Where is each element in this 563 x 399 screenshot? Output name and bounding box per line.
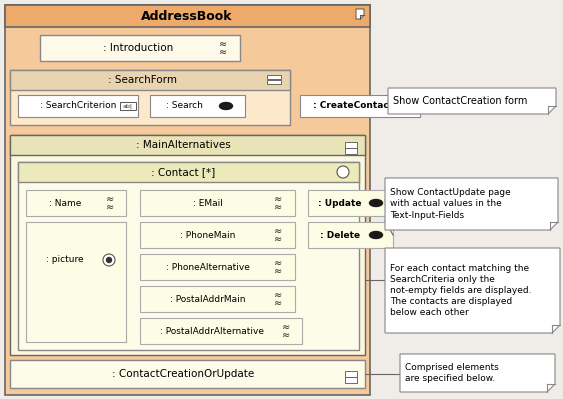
Bar [10, 135, 365, 355]
Text: : Update: : Update [318, 198, 362, 207]
Bar [345, 148, 357, 154]
Bar [308, 190, 393, 216]
Bar [18, 162, 359, 350]
Text: : PhoneAlternative: : PhoneAlternative [166, 263, 250, 271]
Text: ≈
≈: ≈ ≈ [282, 322, 290, 340]
Text: ≈
≈: ≈ ≈ [274, 290, 282, 308]
Circle shape [103, 254, 115, 266]
Text: : SearchCriterion: : SearchCriterion [40, 101, 116, 111]
Bar [140, 190, 295, 216]
Text: ≈
≈: ≈ ≈ [106, 194, 114, 212]
Text: : SearchForm: : SearchForm [109, 75, 177, 85]
Polygon shape [385, 178, 558, 230]
Bar [140, 318, 302, 344]
Bar [5, 5, 370, 27]
Bar [267, 80, 281, 84]
Ellipse shape [369, 200, 382, 207]
Text: : Name: : Name [49, 198, 81, 207]
Bar [18, 162, 359, 182]
Text: : Search: : Search [166, 101, 203, 111]
Text: : Introduction: : Introduction [103, 43, 173, 53]
Bar [140, 222, 295, 248]
Circle shape [106, 257, 111, 263]
Polygon shape [385, 248, 560, 333]
Bar [150, 95, 245, 117]
Bar [345, 371, 357, 377]
Bar [120, 102, 136, 110]
Bar [10, 70, 290, 125]
Text: : PostalAddrAlternative: : PostalAddrAlternative [160, 326, 264, 336]
Text: For each contact matching the
SearchCriteria only the
not-empty fields are displ: For each contact matching the SearchCrit… [390, 264, 531, 317]
Bar [267, 75, 281, 79]
Text: Show ContactUpdate page
with actual values in the
Text-Input-Fields: Show ContactUpdate page with actual valu… [390, 188, 511, 219]
Circle shape [337, 166, 349, 178]
Text: : EMail: : EMail [193, 198, 223, 207]
Bar [10, 70, 290, 90]
Polygon shape [400, 354, 555, 392]
Bar [140, 286, 295, 312]
Text: ab|: ab| [123, 103, 133, 109]
Bar [300, 95, 420, 117]
Text: Comprised elements
are specified below.: Comprised elements are specified below. [405, 363, 499, 383]
Text: ≈
≈: ≈ ≈ [274, 258, 282, 277]
Ellipse shape [397, 103, 410, 109]
Text: : Delete: : Delete [320, 231, 360, 239]
Bar [10, 135, 365, 155]
Bar [140, 254, 295, 280]
Text: ≈
≈: ≈ ≈ [274, 225, 282, 245]
Bar [18, 95, 138, 117]
Bar [345, 142, 357, 148]
Text: : MainAlternatives: : MainAlternatives [136, 140, 230, 150]
Ellipse shape [369, 231, 382, 239]
Bar [26, 222, 126, 342]
Bar [40, 35, 240, 61]
Text: ≈
≈: ≈ ≈ [274, 194, 282, 212]
Polygon shape [388, 88, 556, 114]
Bar [26, 190, 126, 216]
Text: ≈
≈: ≈ ≈ [219, 39, 227, 57]
Text: Show ContactCreation form: Show ContactCreation form [393, 96, 528, 106]
Text: : CreateContact: : CreateContact [313, 101, 393, 111]
Text: : picture: : picture [46, 255, 84, 265]
Bar [308, 222, 393, 248]
Text: : ContactCreationOrUpdate: : ContactCreationOrUpdate [112, 369, 254, 379]
Text: : PhoneMain: : PhoneMain [180, 231, 236, 239]
Bar [5, 5, 370, 395]
Bar [10, 360, 365, 388]
Text: : Contact [*]: : Contact [*] [151, 167, 215, 177]
Text: AddressBook: AddressBook [141, 10, 233, 24]
Ellipse shape [220, 103, 233, 109]
Text: : PostalAddrMain: : PostalAddrMain [170, 294, 246, 304]
Polygon shape [356, 9, 364, 19]
Bar [345, 377, 357, 383]
